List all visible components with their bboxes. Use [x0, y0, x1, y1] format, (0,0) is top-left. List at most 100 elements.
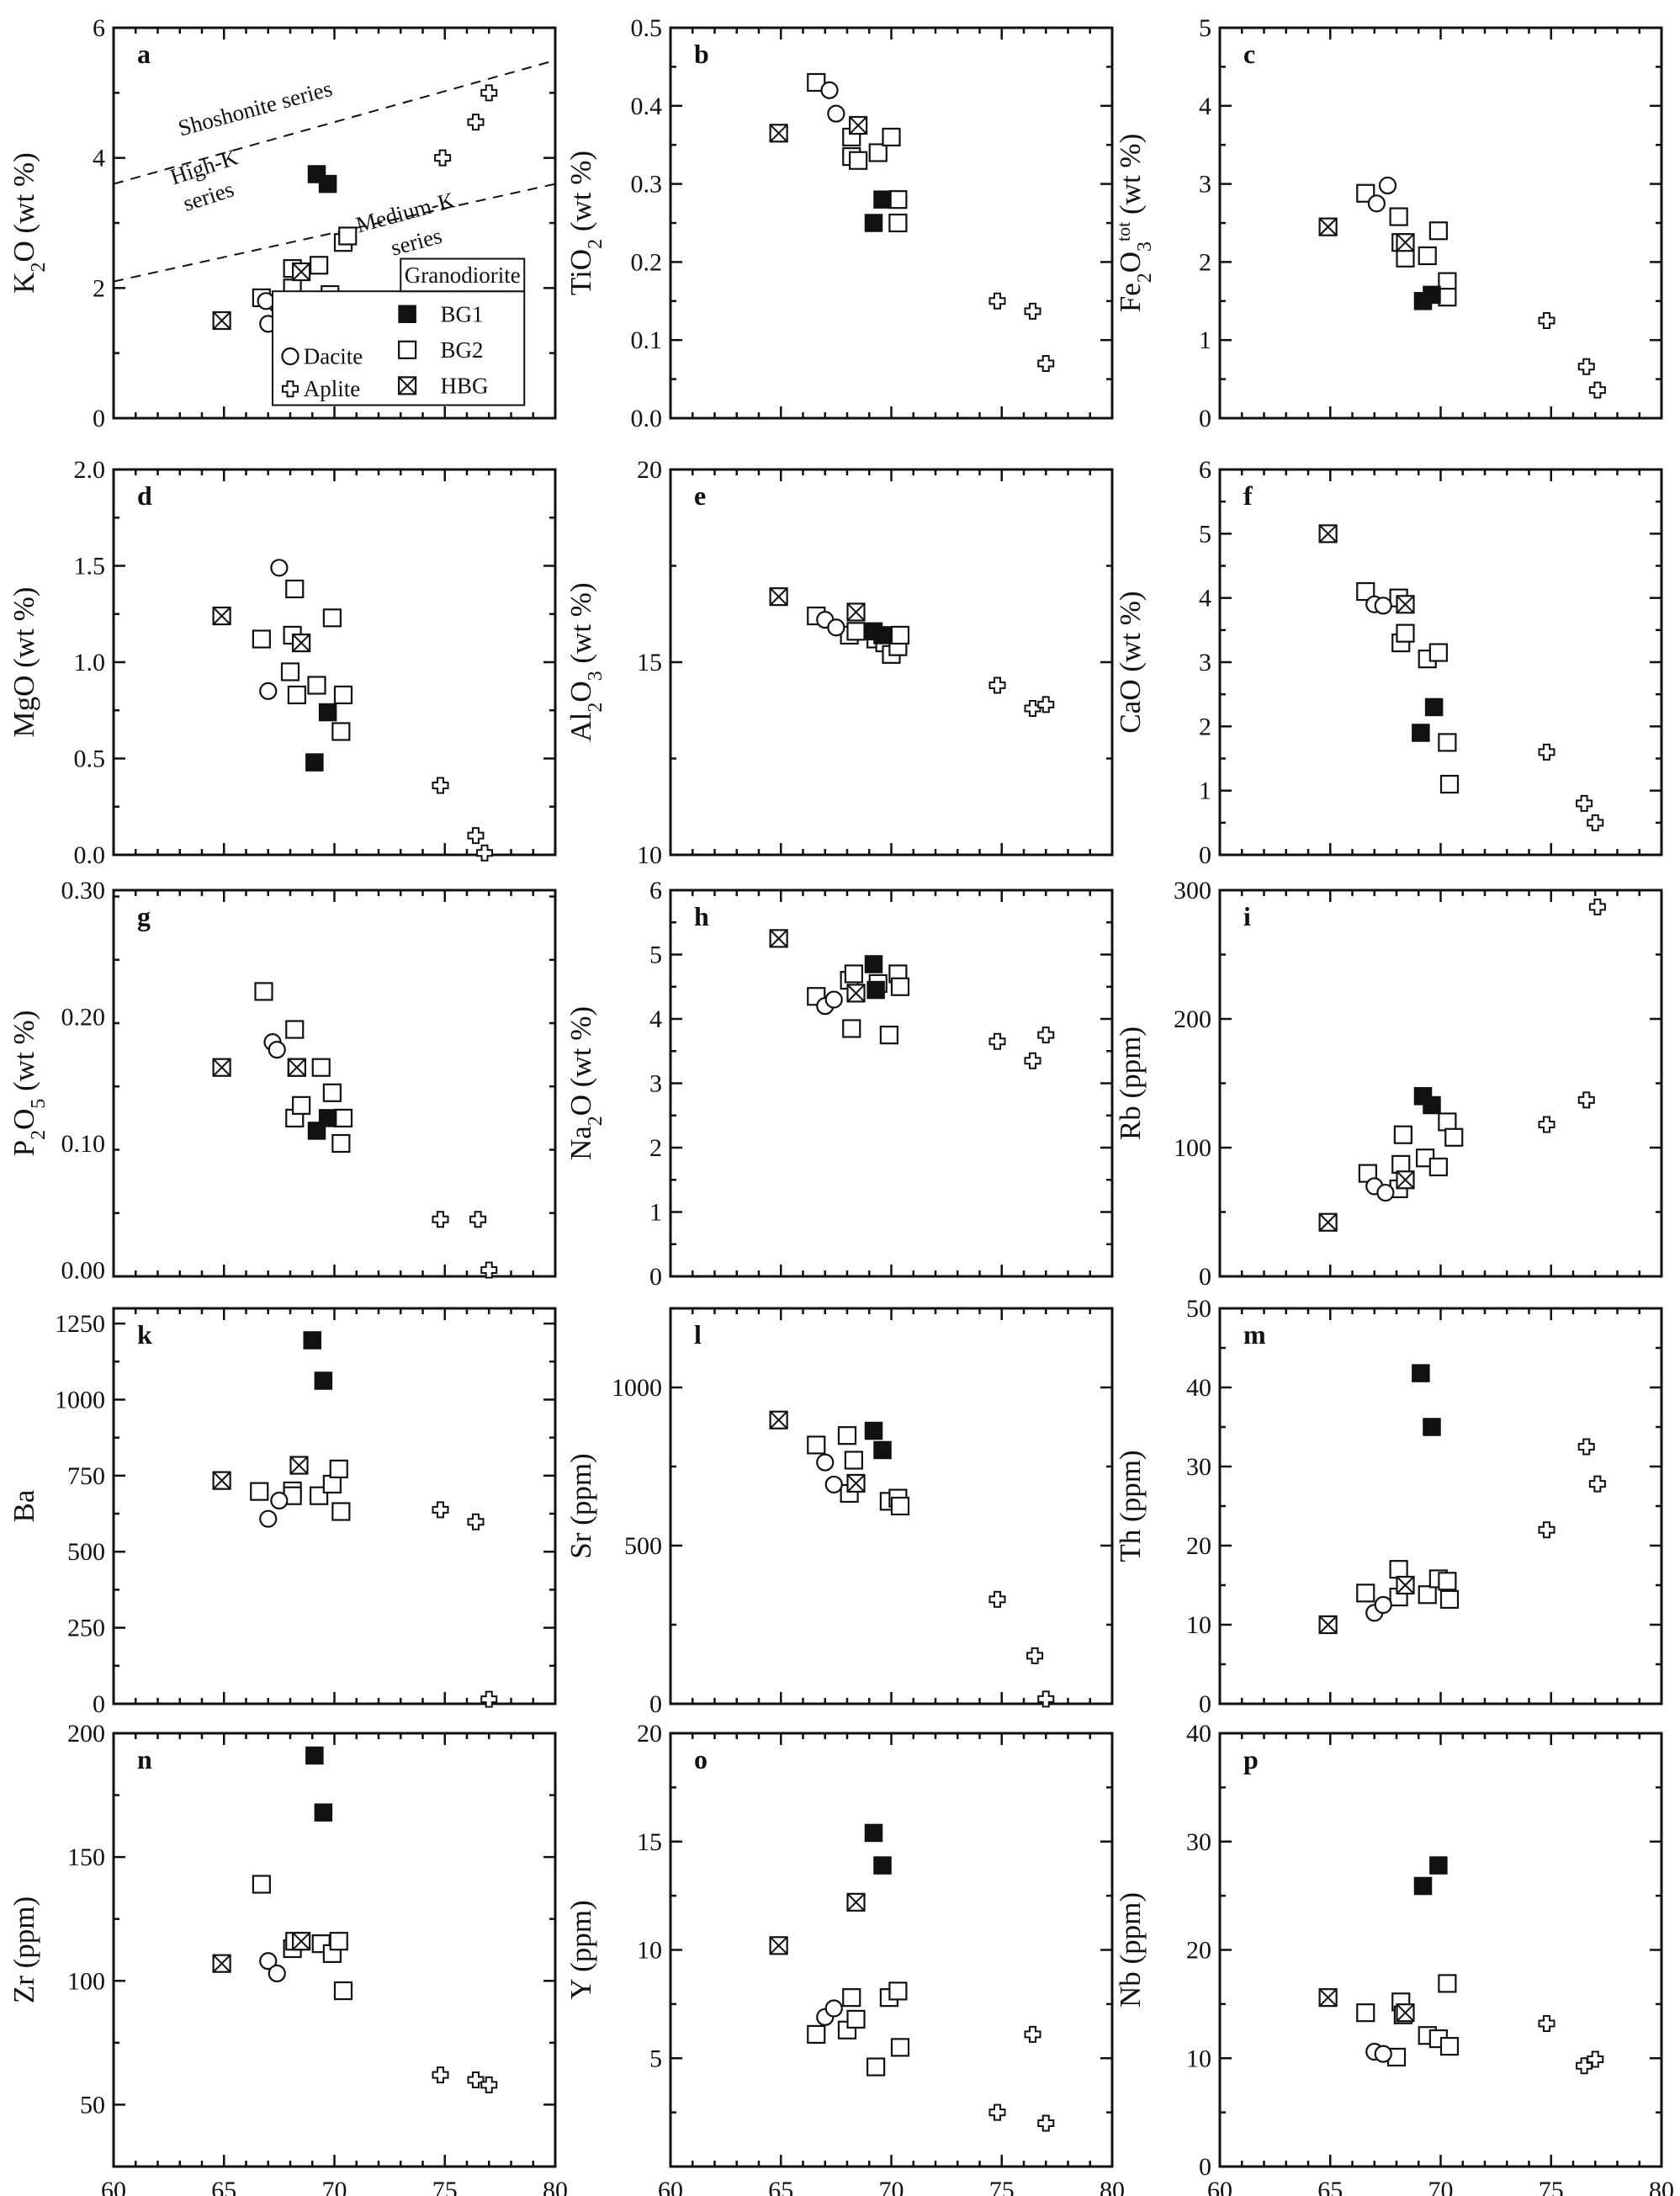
y-tick-label: 0.4 — [631, 93, 663, 120]
y-tick-label: 20 — [637, 1720, 662, 1748]
data-point-dacite — [257, 292, 275, 310]
data-point-bg2 — [329, 1459, 348, 1478]
y-tick-label: 0.3 — [631, 171, 663, 199]
data-point-aplite — [1588, 898, 1606, 915]
data-point-bg1 — [1413, 1876, 1433, 1896]
y-axis-label: P2O5 (wt %) — [8, 1010, 50, 1157]
data-point-aplite — [1587, 814, 1604, 831]
data-point-hbg — [212, 310, 231, 331]
data-point-bg2 — [329, 1932, 348, 1951]
data-point-hbg — [769, 587, 788, 607]
data-point-aplite — [1538, 312, 1555, 329]
data-point-dacite — [1367, 194, 1386, 213]
x-tick-label: 70 — [322, 2177, 347, 2196]
x-tick-label: 70 — [1428, 2177, 1454, 2196]
data-point-aplite — [1587, 2050, 1604, 2068]
data-point-aplite — [1588, 381, 1606, 399]
data-point-bg1 — [318, 1109, 337, 1127]
data-point-bg2 — [333, 1108, 353, 1127]
series-field-label: Medium-K — [353, 187, 458, 237]
data-point-aplite — [1037, 696, 1055, 713]
data-point-hbg — [1318, 1212, 1338, 1232]
data-point-bg1 — [314, 1803, 333, 1822]
data-point-bg1 — [1412, 1364, 1430, 1382]
y-tick-label: 5 — [649, 2045, 662, 2072]
data-point-bg1 — [864, 955, 883, 973]
y-tick-label: 0 — [1199, 405, 1211, 432]
y-tick-label: 4 — [649, 1005, 662, 1033]
plot-frame — [669, 1732, 1114, 2168]
data-point-bg1 — [1424, 698, 1444, 717]
data-point-hbg — [846, 602, 866, 622]
y-tick-label: 0.5 — [631, 14, 663, 42]
data-point-bg2 — [322, 1083, 342, 1102]
data-point-aplite — [432, 777, 449, 794]
data-point-dacite — [259, 1952, 278, 1971]
data-point-aplite — [1037, 2114, 1055, 2132]
data-point-bg2 — [1356, 2003, 1375, 2023]
data-point-bg1 — [873, 1856, 892, 1875]
y-tick-label: 1.5 — [74, 553, 106, 581]
panel-letter: c — [1243, 39, 1255, 69]
plot-frame — [1218, 468, 1663, 857]
data-point-bg2 — [888, 1981, 908, 2001]
data-point-dacite — [824, 1999, 843, 2018]
data-point-bg2 — [882, 127, 901, 147]
panel-letter: d — [137, 480, 152, 511]
data-point-bg2 — [1356, 581, 1375, 602]
legend-label-aplite: Aplite — [304, 376, 361, 401]
panel-f: 0 1 2 3 4 5 6 CaO (wt %) f — [1114, 456, 1663, 869]
data-point-aplite — [467, 114, 485, 131]
y-tick-label: 1000 — [612, 1374, 662, 1402]
data-point-bg2 — [285, 1020, 305, 1039]
panel-g: 0.00 0.10 0.20 0.30 P2O5 (wt %) g — [8, 877, 557, 1284]
y-tick-label: 50 — [1186, 1295, 1211, 1323]
y-tick-label: 0.00 — [61, 1256, 106, 1284]
x-tick-label: 65 — [1317, 2177, 1343, 2196]
data-point-hbg — [1396, 233, 1415, 252]
legend: Granodiorite Dacite Aplite BG1 BG2 HBG — [272, 257, 526, 406]
data-point-bg2 — [287, 685, 306, 705]
data-point-bg2 — [1393, 1125, 1412, 1144]
y-tick-label: 0 — [1199, 1263, 1211, 1291]
data-point-hbg — [212, 1471, 231, 1490]
y-axis-label: Zr (ppm) — [8, 1896, 40, 2003]
data-point-bg2 — [879, 1026, 898, 1045]
data-point-bg2 — [307, 676, 326, 695]
data-point-aplite — [1576, 794, 1593, 812]
data-point-bg2 — [1428, 221, 1448, 241]
x-tick-label: 80 — [1649, 2177, 1674, 2196]
y-tick-label: 1 — [1199, 777, 1211, 805]
y-axis-label: Al2O3 (wt %) — [564, 582, 607, 741]
data-point-bg2 — [252, 629, 271, 649]
data-point-bg2 — [890, 977, 910, 996]
data-point-bg2 — [310, 256, 329, 275]
data-point-bg2 — [842, 1988, 861, 2008]
plot-frame — [669, 888, 1114, 1278]
data-point-aplite — [1037, 355, 1055, 373]
data-point-hbg — [769, 1936, 788, 1955]
y-tick-label: 20 — [1186, 1532, 1211, 1560]
data-point-dacite — [259, 682, 278, 700]
data-point-aplite — [988, 676, 1006, 694]
data-point-aplite — [988, 1032, 1006, 1050]
y-tick-label: 4 — [93, 145, 105, 172]
y-axis-label: Y (ppm) — [564, 1900, 597, 1999]
y-tick-label: 30 — [1186, 1453, 1211, 1481]
y-tick-label: 0 — [93, 1690, 105, 1718]
data-point-bg2 — [285, 579, 305, 599]
data-point-bg2 — [1438, 288, 1457, 307]
data-point-dacite — [268, 1041, 286, 1059]
data-point-aplite — [1538, 2015, 1555, 2033]
series-boundary-line-1 — [113, 59, 556, 185]
panel-letter: f — [1243, 480, 1253, 511]
x-tick-label: 60 — [658, 2177, 683, 2196]
data-point-bg1 — [873, 1440, 892, 1460]
data-point-dacite — [827, 618, 845, 637]
data-point-bg2 — [1428, 1157, 1448, 1177]
panel-letter: p — [1243, 1744, 1259, 1774]
panel-letter: g — [137, 901, 151, 931]
data-point-bg2 — [331, 1502, 351, 1521]
legend-label-bg2: BG2 — [441, 337, 484, 363]
